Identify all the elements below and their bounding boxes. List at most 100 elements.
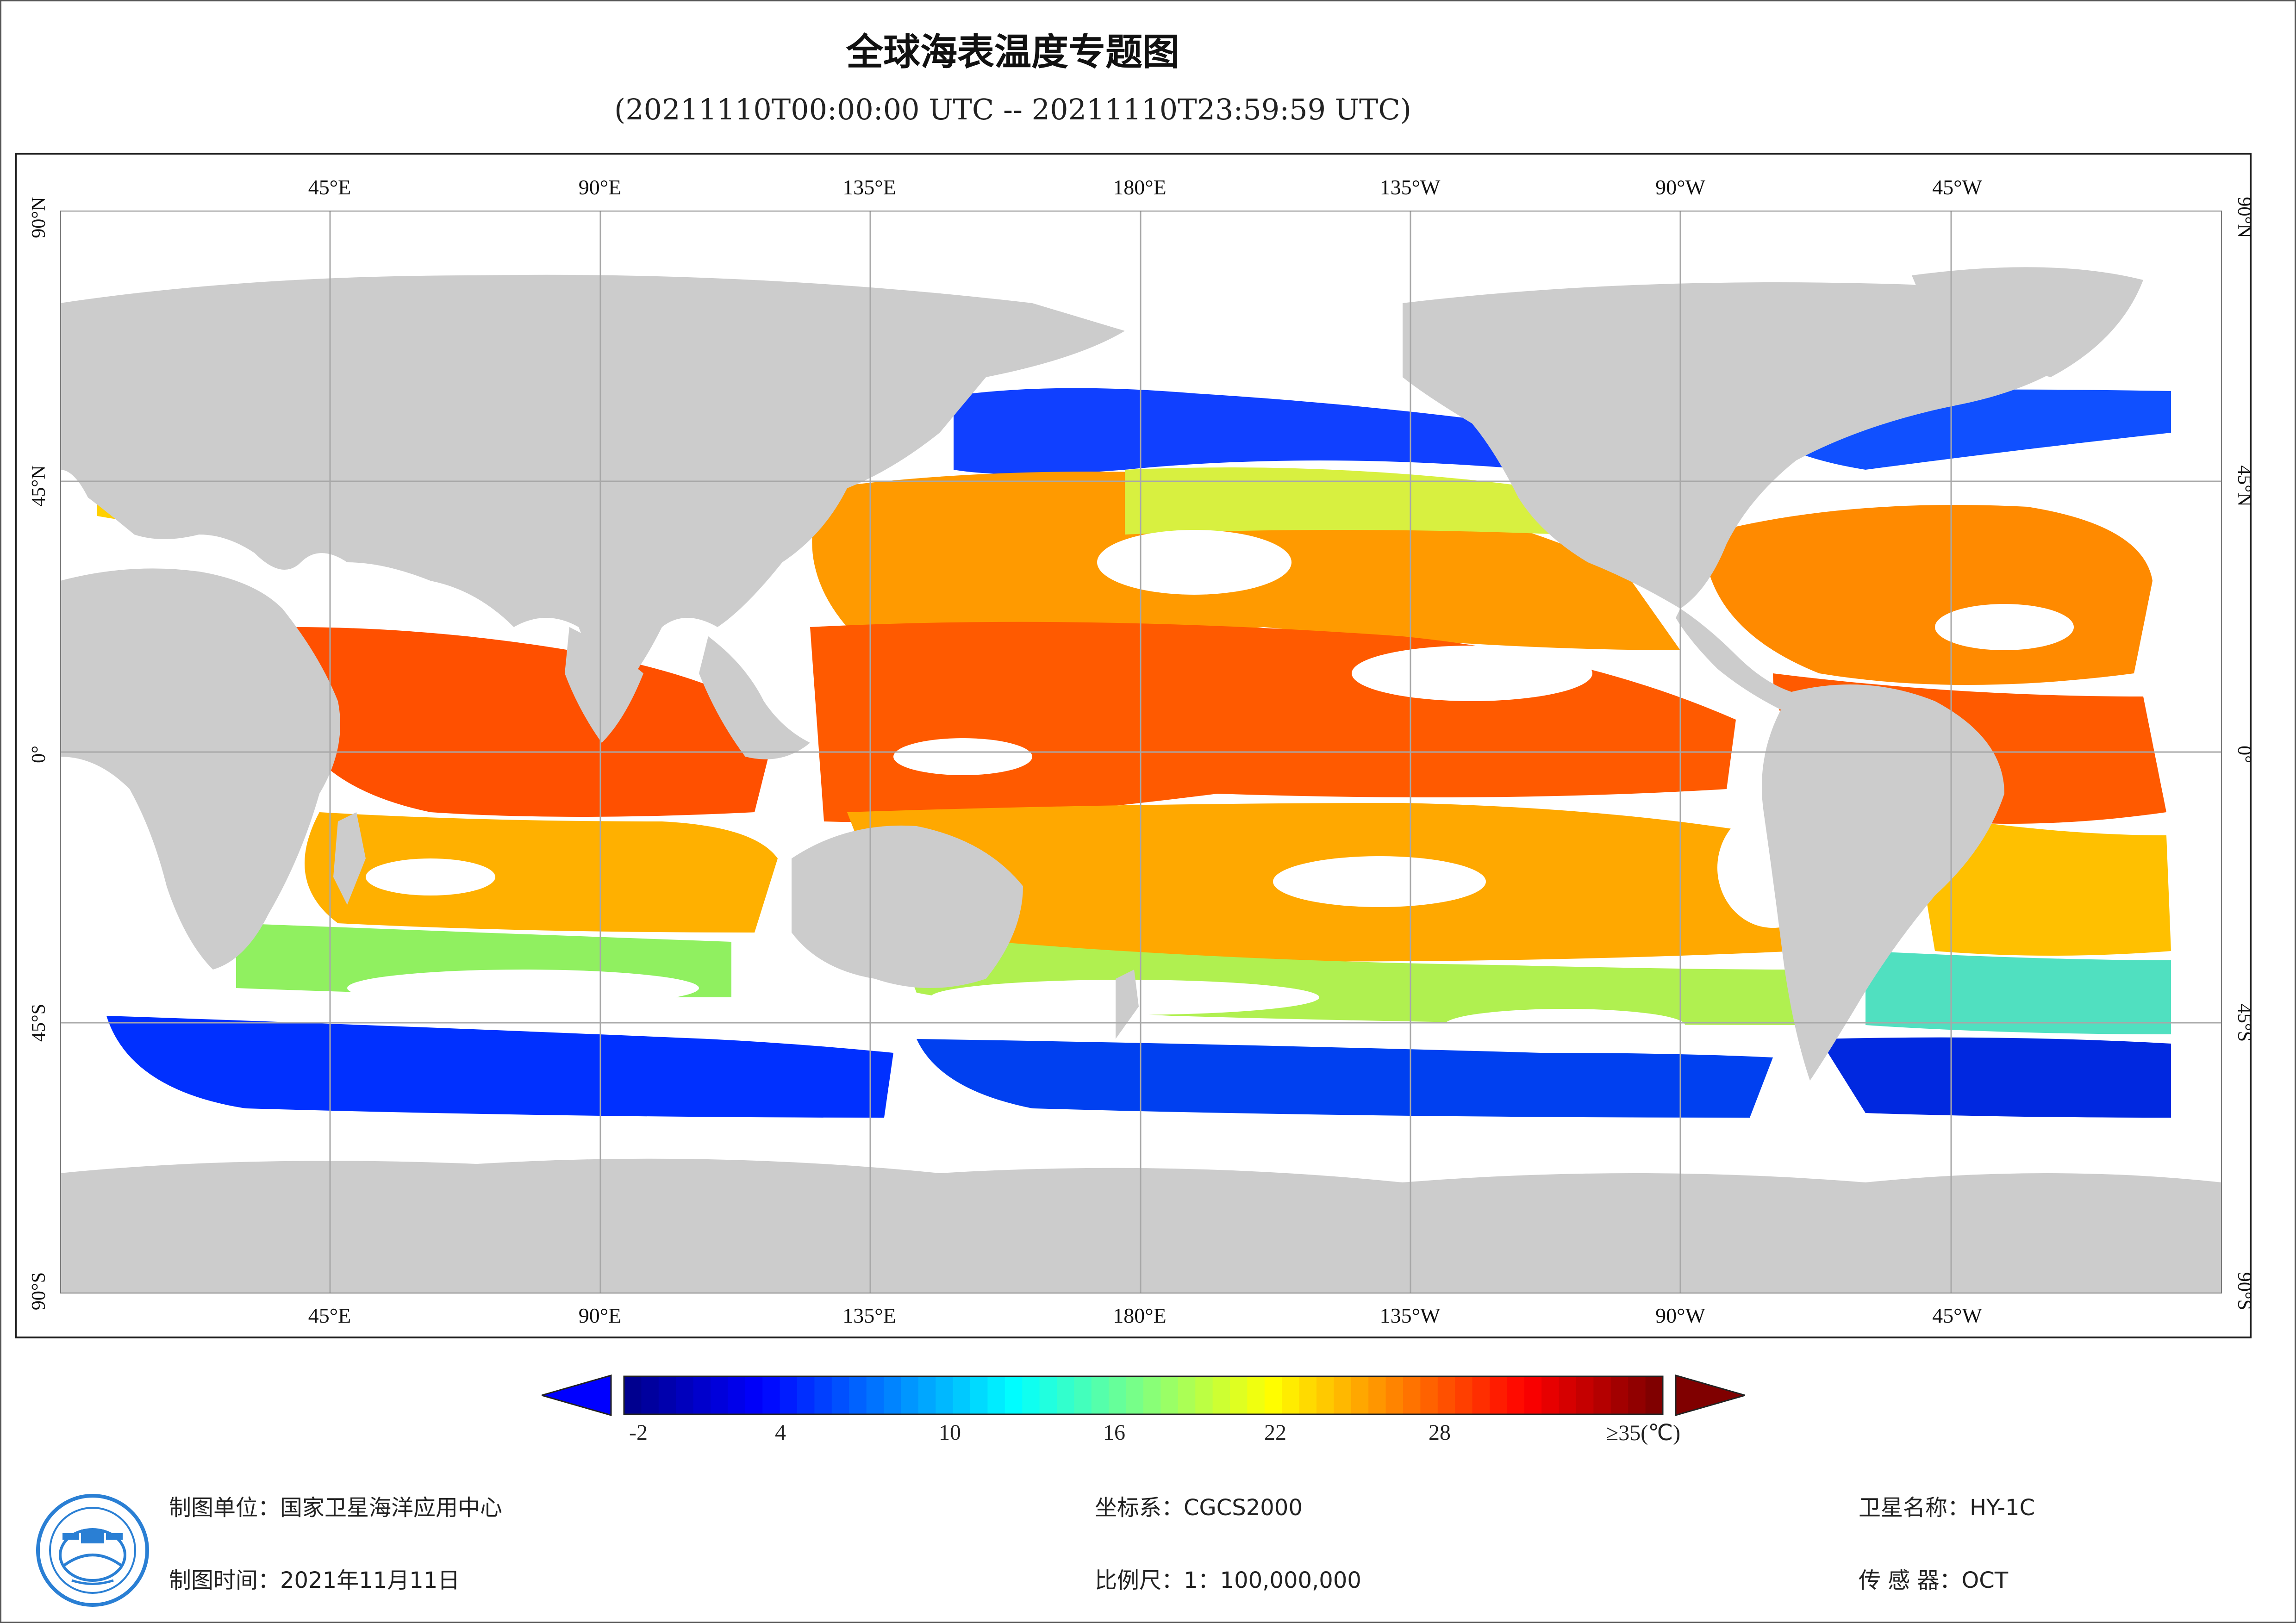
colorbar-cells (623, 1375, 1664, 1415)
colorbar-cell (1437, 1376, 1455, 1414)
lat-label-right-0: 0° (2234, 746, 2255, 763)
colorbar-cell (814, 1376, 832, 1414)
lon-label-bottom-45w: 45°W (1932, 1304, 1982, 1327)
colorbar-cell (1351, 1376, 1369, 1414)
colorbar-cell (1403, 1376, 1421, 1414)
lat-label-left-45s: 45°S (28, 1003, 50, 1042)
colorbar-cell (1247, 1376, 1265, 1414)
colorbar-cell (1039, 1376, 1057, 1414)
sst-southern-ocean-atlantic (1819, 1037, 2171, 1118)
colorbar-cell (1334, 1376, 1352, 1414)
colorbar-cell (676, 1376, 694, 1414)
colorbar-cell (1559, 1376, 1577, 1414)
land-madagascar (333, 812, 366, 905)
colorbar-tick-label: ≥35(℃) (1606, 1421, 1681, 1445)
colorbar-cell (1455, 1376, 1473, 1414)
colorbar-cell (1074, 1376, 1092, 1414)
colorbar-cell (1160, 1376, 1179, 1414)
colorbar-cell (780, 1376, 798, 1414)
production-date-label: 制图时间：2021年11月11日 (169, 1567, 460, 1593)
colorbar-cell (918, 1376, 936, 1414)
lon-label-top-45w: 45°W (1932, 175, 1982, 199)
colorbar-cell (1507, 1376, 1525, 1414)
lon-label-bottom-45e: 45°E (308, 1304, 351, 1327)
lat-label-right-90s: 90°S (2234, 1272, 2255, 1311)
crs-label: 坐标系：CGCS2000 (1095, 1495, 1303, 1521)
colorbar-cell (624, 1376, 642, 1414)
colorbar-cell (866, 1376, 884, 1414)
land-new-zealand (1116, 970, 1139, 1039)
colorbar-cell (1490, 1376, 1507, 1414)
land-south-america (1762, 684, 2004, 1081)
colorbar-cell (797, 1376, 815, 1414)
colorbar-cell (953, 1376, 971, 1414)
lat-label-left-90n: 90°N (28, 197, 50, 238)
colorbar-cell (1645, 1376, 1663, 1414)
land-greenland (1912, 267, 2143, 377)
sst-southern-ocean-indian (106, 1016, 893, 1118)
lon-label-bottom-135e: 135°E (842, 1304, 896, 1327)
lat-label-right-45n: 45°N (2234, 465, 2255, 507)
colorbar-cell (1316, 1376, 1334, 1414)
lon-label-bottom-135w: 135°W (1379, 1304, 1441, 1327)
colorbar-tick-label: 28 (1429, 1420, 1451, 1445)
colorbar-tick-label: 22 (1264, 1420, 1286, 1445)
colorbar-cell (1057, 1376, 1074, 1414)
colorbar-cell (745, 1376, 763, 1414)
colorbar-cell (884, 1376, 901, 1414)
lon-label-top-135e: 135°E (842, 175, 896, 199)
colorbar-cell (1195, 1376, 1213, 1414)
lon-label-top-135w: 135°W (1379, 175, 1441, 199)
colorbar-over-arrow (1675, 1374, 1745, 1416)
lon-label-top-90w: 90°W (1655, 175, 1705, 199)
colorbar-tick-label: 4 (775, 1420, 786, 1445)
scale-label: 比例尺：1：100,000,000 (1095, 1567, 1361, 1593)
colorbar-tick-label: 16 (1103, 1420, 1125, 1445)
lat-label-right-90n: 90°N (2234, 197, 2255, 238)
lon-label-top-45e: 45°E (308, 175, 351, 199)
lat-label-left-90s: 90°S (28, 1272, 50, 1311)
land-africa (60, 568, 340, 970)
land-australia (792, 825, 1023, 988)
sst-north-pacific-cold (954, 388, 1541, 474)
map-title: 全球海表温度专题图 (846, 31, 1179, 74)
lat-label-left-0: 0° (28, 746, 50, 763)
colorbar-cell (936, 1376, 954, 1414)
colorbar-cell (1212, 1376, 1230, 1414)
colorbar-cell (970, 1376, 988, 1414)
sst-indian-ocean-warm (292, 627, 778, 817)
colorbar-cell (1628, 1376, 1646, 1414)
colorbar-border (623, 1375, 1664, 1415)
satellite-label: 卫星名称：HY-1C (1859, 1495, 2035, 1521)
colorbar-cell (1178, 1376, 1196, 1414)
colorbar-cell (1541, 1376, 1560, 1414)
colorbar-cell (1368, 1376, 1386, 1414)
lon-label-bottom-90e: 90°E (578, 1304, 622, 1327)
colorbar-cell (641, 1376, 659, 1414)
lon-label-bottom-180e: 180°E (1113, 1304, 1167, 1327)
lon-label-top-90e: 90°E (578, 175, 622, 199)
land-central-america (1676, 609, 1791, 710)
sst-pacific-northern-band (1125, 467, 1565, 535)
colorbar-tick-label: -2 (629, 1420, 648, 1445)
colorbar-cell (1420, 1376, 1438, 1414)
colorbar-cell (1385, 1376, 1404, 1414)
colorbar-cell (831, 1376, 849, 1414)
colorbar-tick-label: 10 (939, 1420, 961, 1445)
colorbar (542, 1374, 1745, 1416)
colorbar-cell (762, 1376, 780, 1414)
lat-label-right-45s: 45°S (2234, 1003, 2255, 1042)
sst-southern-ocean-pacific (917, 1039, 1773, 1118)
colorbar-cell (901, 1376, 919, 1414)
colorbar-cell (1299, 1376, 1317, 1414)
colorbar-cell (693, 1376, 711, 1414)
colorbar-cell (728, 1376, 746, 1414)
colorbar-cell (1230, 1376, 1248, 1414)
land-southeast-asia (699, 636, 810, 759)
colorbar-cell (1143, 1376, 1161, 1414)
land-eurasia (60, 274, 1125, 696)
colorbar-cell (1576, 1376, 1594, 1414)
colorbar-cell (1091, 1376, 1109, 1414)
land-north-america (1403, 282, 2097, 609)
